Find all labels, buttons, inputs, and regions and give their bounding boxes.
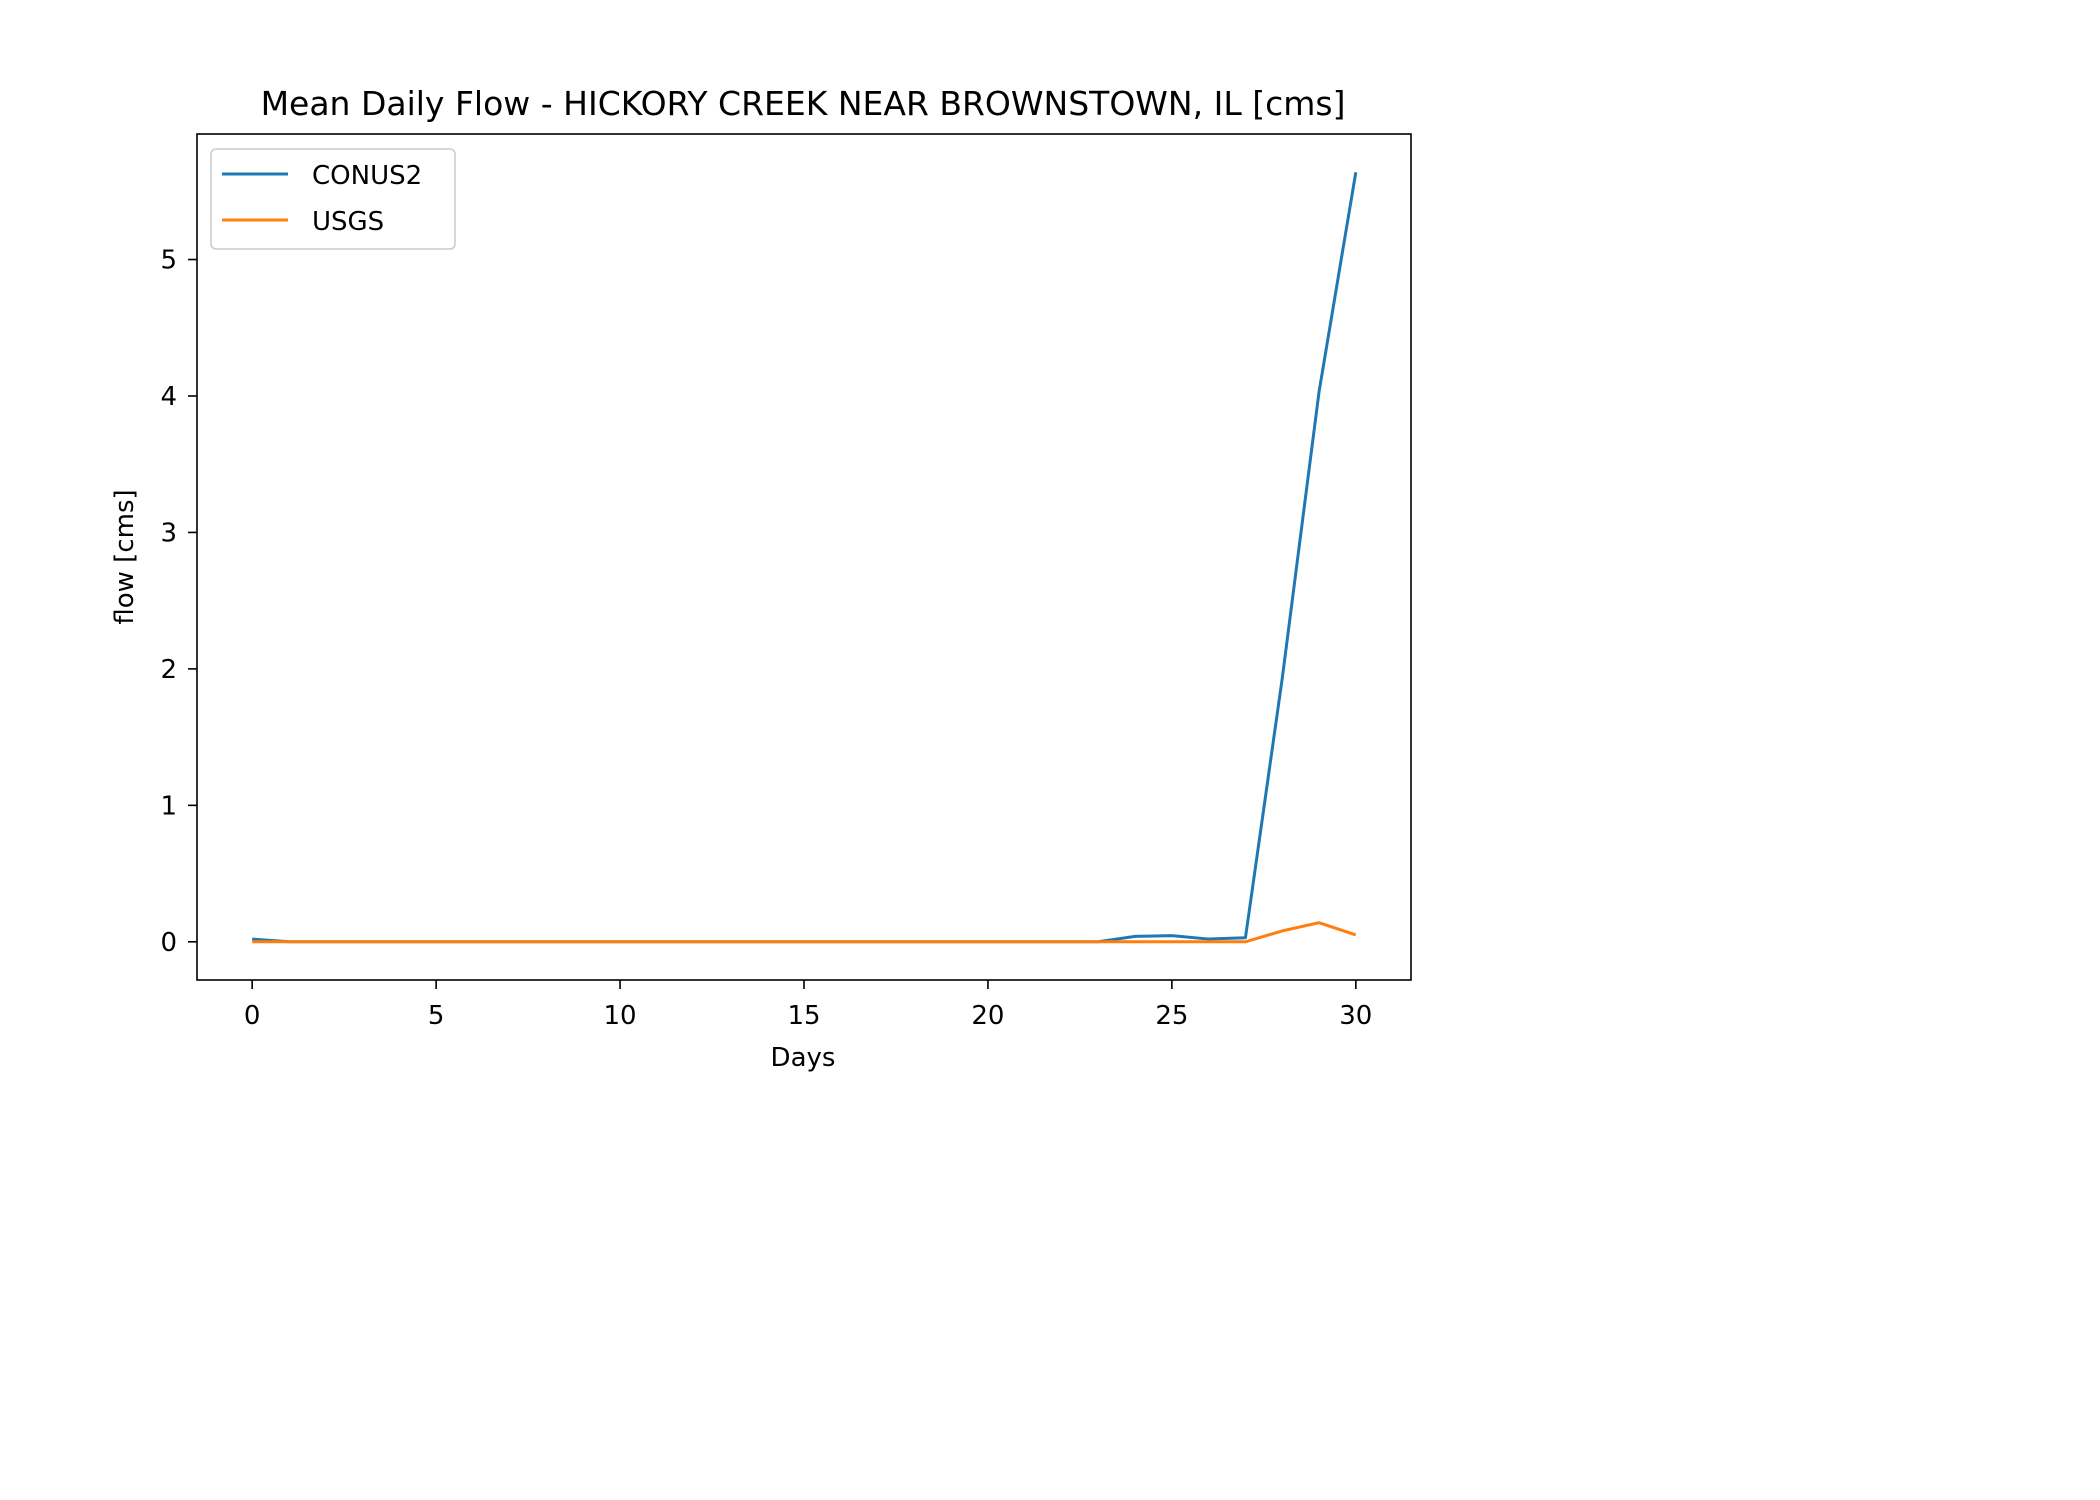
x-tick-label: 5 [428,1001,445,1031]
x-tick-label: 10 [604,1001,637,1031]
y-axis-label: flow [cms] [110,489,140,624]
y-tick-label: 4 [160,382,177,412]
legend-label-conus2: CONUS2 [312,161,422,191]
ticks-layer: 0 5 10 15 20 25 30 0 1 2 3 4 5 [160,246,1372,1031]
y-tick-label: 3 [160,518,177,548]
y-tick-label: 2 [160,655,177,685]
y-tick-label: 0 [160,928,177,958]
legend-label-usgs: USGS [312,207,384,237]
plot-frame [196,133,1412,981]
x-tick-label: 0 [244,1001,261,1031]
y-tick-label: 5 [160,246,177,276]
chart-figure: Mean Daily Flow - HICKORY CREEK NEAR BRO… [110,84,1412,1073]
y-tick-label: 1 [160,791,177,821]
line-chart: Mean Daily Flow - HICKORY CREEK NEAR BRO… [110,84,1412,1073]
x-tick-label: 20 [971,1001,1004,1031]
series-line-usgs [252,921,1357,944]
series-layer [252,171,1358,944]
legend: CONUS2 USGS [210,148,456,250]
chart-title: Mean Daily Flow - HICKORY CREEK NEAR BRO… [261,84,1346,123]
x-axis-label: Days [771,1043,836,1073]
x-tick-label: 30 [1339,1001,1372,1031]
x-tick-label: 15 [787,1001,820,1031]
x-tick-label: 25 [1155,1001,1188,1031]
